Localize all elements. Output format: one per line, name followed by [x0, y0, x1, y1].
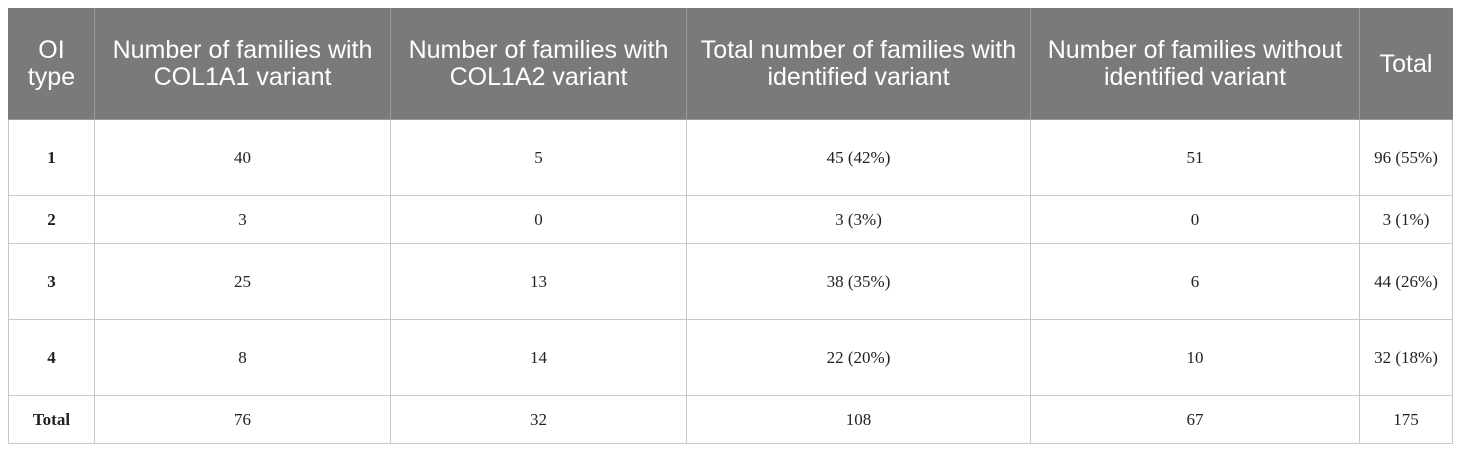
table-row: 3 25 13 38 (35%) 6 44 (26%) — [8, 243, 1453, 320]
table-body: 1 40 5 45 (42%) 51 96 (55%) 2 3 0 3 (3%)… — [8, 119, 1453, 444]
header-identified: Total number of families with identified… — [686, 8, 1031, 120]
cell-total: 3 (1%) — [1359, 195, 1453, 244]
header-row: OI type Number of families with COL1A1 v… — [8, 8, 1453, 120]
cell-col1a1: 3 — [94, 195, 391, 244]
cell-col1a1: 76 — [94, 395, 391, 444]
cell-identified: 38 (35%) — [686, 243, 1031, 320]
header-total: Total — [1359, 8, 1453, 120]
cell-col1a2: 14 — [390, 319, 687, 396]
cell-without: 0 — [1030, 195, 1360, 244]
header-without: Number of families without identified va… — [1030, 8, 1360, 120]
cell-col1a2: 32 — [390, 395, 687, 444]
cell-identified: 108 — [686, 395, 1031, 444]
cell-identified: 22 (20%) — [686, 319, 1031, 396]
cell-identified: 45 (42%) — [686, 119, 1031, 196]
header-col1a2: Number of families with COL1A2 variant — [390, 8, 687, 120]
table-row-total: Total 76 32 108 67 175 — [8, 395, 1453, 444]
row-label: 2 — [8, 195, 95, 244]
cell-total: 44 (26%) — [1359, 243, 1453, 320]
cell-identified: 3 (3%) — [686, 195, 1031, 244]
cell-total: 32 (18%) — [1359, 319, 1453, 396]
table-row: 4 8 14 22 (20%) 10 32 (18%) — [8, 319, 1453, 396]
oi-variant-table: OI type Number of families with COL1A1 v… — [8, 8, 1453, 444]
cell-without: 10 — [1030, 319, 1360, 396]
cell-col1a1: 40 — [94, 119, 391, 196]
cell-total: 175 — [1359, 395, 1453, 444]
header-col1a1: Number of families with COL1A1 variant — [94, 8, 391, 120]
row-label: Total — [8, 395, 95, 444]
table-row: 2 3 0 3 (3%) 0 3 (1%) — [8, 195, 1453, 244]
row-label: 1 — [8, 119, 95, 196]
row-label: 4 — [8, 319, 95, 396]
cell-col1a2: 0 — [390, 195, 687, 244]
header-oi-type: OI type — [8, 8, 95, 120]
table-row: 1 40 5 45 (42%) 51 96 (55%) — [8, 119, 1453, 196]
cell-total: 96 (55%) — [1359, 119, 1453, 196]
cell-col1a2: 13 — [390, 243, 687, 320]
cell-without: 6 — [1030, 243, 1360, 320]
cell-col1a2: 5 — [390, 119, 687, 196]
row-label: 3 — [8, 243, 95, 320]
cell-without: 67 — [1030, 395, 1360, 444]
cell-without: 51 — [1030, 119, 1360, 196]
cell-col1a1: 8 — [94, 319, 391, 396]
oi-variant-table-container: OI type Number of families with COL1A1 v… — [8, 8, 1453, 444]
cell-col1a1: 25 — [94, 243, 391, 320]
table-header: OI type Number of families with COL1A1 v… — [8, 8, 1453, 120]
